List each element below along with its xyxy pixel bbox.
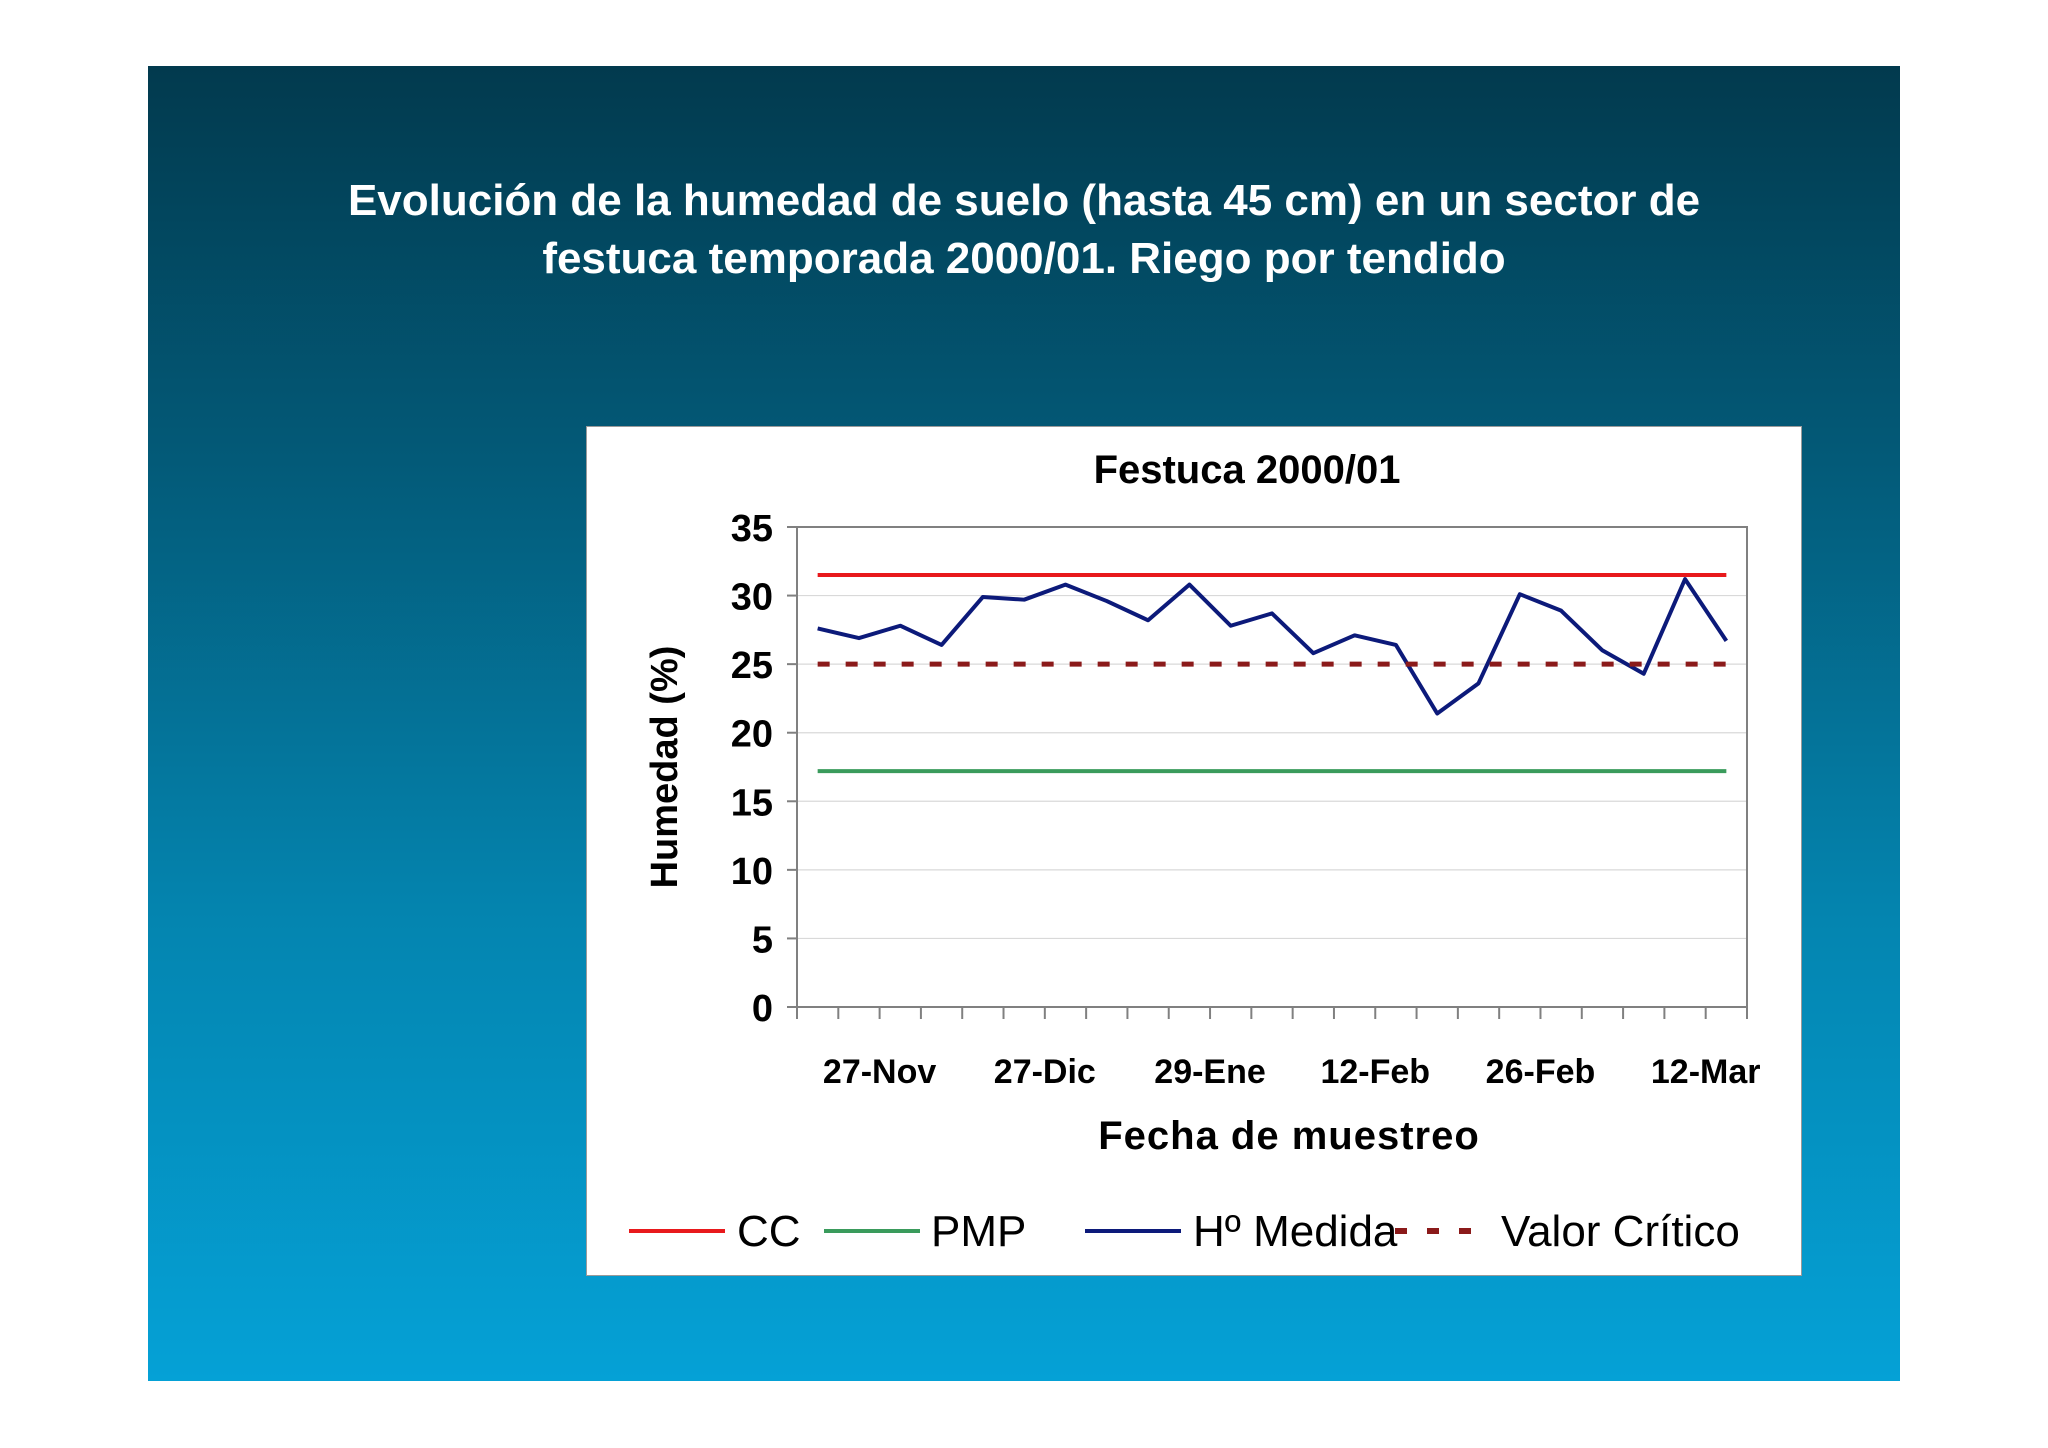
plot-frame xyxy=(796,526,1748,1008)
x-tick-label: 12-Mar xyxy=(1651,1053,1761,1091)
legend-label-valor-critico: Valor Crítico xyxy=(1501,1207,1740,1256)
series-lines xyxy=(817,573,1729,774)
series-line-medida xyxy=(817,577,1729,716)
y-tick-label: 10 xyxy=(731,851,773,893)
x-axis-label: Fecha de muestreo xyxy=(1098,1114,1480,1158)
slide-title-line-1: Evolución de la humedad de suelo (hasta … xyxy=(347,176,1701,225)
grid-lines xyxy=(797,526,1747,940)
x-tick-label: 12-Feb xyxy=(1320,1053,1430,1091)
x-tick-labels: 27-Nov 27-Dic 29-Ene 12-Feb 26-Feb 12-Mar xyxy=(823,1053,1761,1091)
chart-axes xyxy=(787,526,1748,1019)
chart-container: Festuca 2000/01 0 5 10 15 20 25 30 35 27-Nov 27-… xyxy=(586,426,1802,1276)
legend-label-cc: CC xyxy=(737,1207,801,1256)
chart-legend: CC PMP Hº Medida Valor Crítico xyxy=(629,1207,1740,1256)
chart-title: Festuca 2000/01 xyxy=(1094,448,1401,492)
x-tick-label: 26-Feb xyxy=(1486,1053,1596,1091)
y-tick-label: 20 xyxy=(731,714,773,756)
y-tick-label: 30 xyxy=(731,577,773,619)
y-tick-label: 35 xyxy=(731,508,773,550)
slide-title-line-2: festuca temporada 2000/01. Riego por ten… xyxy=(542,234,1506,283)
legend-label-medida: Hº Medida xyxy=(1193,1207,1398,1256)
y-tick-label: 25 xyxy=(731,645,773,687)
x-tick-label: 27-Nov xyxy=(823,1053,936,1091)
y-tick-label: 5 xyxy=(752,919,773,961)
y-tick-label: 15 xyxy=(731,782,773,824)
legend-label-pmp: PMP xyxy=(931,1207,1026,1256)
slide-background: Evolución de la humedad de suelo (hasta … xyxy=(148,66,1900,1381)
y-tick-label: 0 xyxy=(752,988,773,1030)
y-axis-label: Humedad (%) xyxy=(644,646,686,889)
slide-title: Evolución de la humedad de suelo (hasta … xyxy=(148,172,1900,288)
x-tick-label: 27-Dic xyxy=(994,1053,1096,1091)
x-tick-label: 29-Ene xyxy=(1154,1053,1266,1091)
y-tick-labels: 0 5 10 15 20 25 30 35 xyxy=(731,508,773,1030)
